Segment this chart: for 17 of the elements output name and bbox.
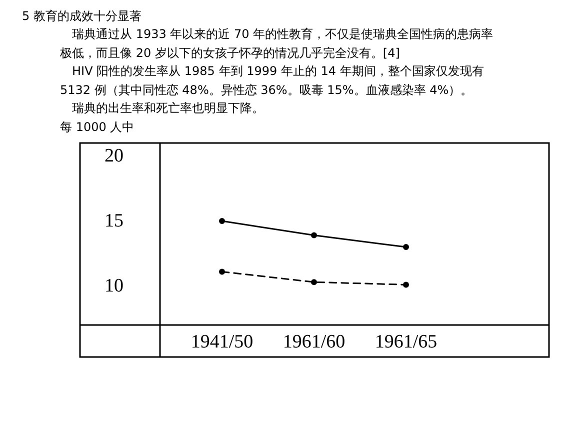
y-tick-label: 10 [104,276,124,296]
point [403,282,409,288]
point [219,268,225,275]
x-tick-label: 1941/50 [190,332,254,352]
point [311,279,317,286]
text: 瑞典通过从 1933 年以来的近 70 年的性教育，不仅是使瑞典全国性病的患病率极低，而且像 20 岁以下的女孩子怀孕的情况几乎完全没有。[4] [60,26,494,62]
x-tick-label: 1961/60 [282,332,346,352]
y-tick-label: 15 [104,210,124,232]
point [403,244,409,250]
chart-title: 5 教育的成效十分显著 [22,8,142,25]
y-axis-title: 每 1000 人中 [60,119,134,136]
x-tick-label: 1961/65 [374,332,438,352]
y-tick-label: 20 [104,146,124,166]
text: 瑞典的出生率和死亡率也明显下降。 [71,100,265,117]
point [219,218,225,224]
point [311,232,317,238]
text: HIV 阳性的发生率从 1985 年到 1999 年止的 14 年期间，整个国家仅发现有 5132 例（其中同性恋 48%。异性恋 36%。吸毒 15%。血液感染率 4%）。 [60,63,485,98]
